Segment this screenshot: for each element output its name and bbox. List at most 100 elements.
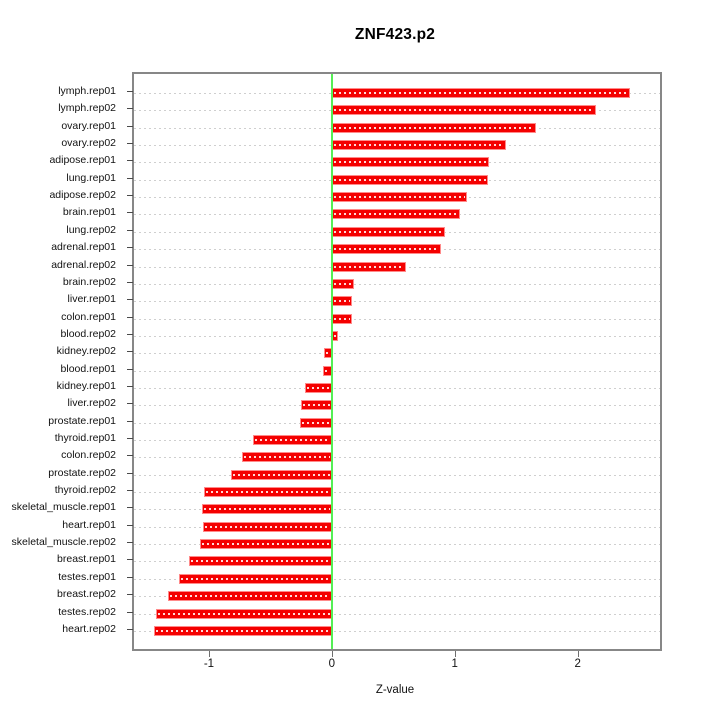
bar <box>331 296 352 307</box>
bar-inner-dash-line <box>170 595 330 598</box>
bar-inner-dash-line <box>333 248 440 251</box>
y-tick <box>127 108 133 110</box>
bar-inner-dash-line <box>233 473 330 476</box>
bar <box>331 88 631 98</box>
chart-title: ZNF423.p2 <box>354 26 436 43</box>
y-tick <box>127 628 133 630</box>
gridline <box>134 578 660 580</box>
gridline <box>134 422 660 424</box>
bar <box>231 469 332 480</box>
bar-inner-dash-line <box>333 282 352 285</box>
bar <box>331 105 597 116</box>
y-tick <box>127 316 133 318</box>
bar <box>156 608 332 619</box>
y-tick <box>127 507 133 509</box>
gridline <box>134 405 660 407</box>
y-tick <box>127 594 133 596</box>
y-axis-label: testes.rep01 <box>58 570 116 583</box>
bar <box>331 261 406 272</box>
bar-inner-dash-line <box>333 109 595 112</box>
gridline <box>134 335 660 337</box>
y-tick <box>127 264 133 266</box>
gridline <box>134 353 660 355</box>
x-tick-label: 1 <box>451 658 458 670</box>
bar <box>331 174 488 185</box>
bar-inner-dash-line <box>333 196 466 199</box>
y-axis-label: adipose.rep01 <box>49 154 116 167</box>
bar <box>301 400 332 411</box>
y-tick <box>127 212 133 214</box>
y-tick <box>127 472 133 474</box>
x-tick <box>577 651 579 657</box>
x-tick-label: -1 <box>203 658 215 670</box>
y-axis-label: kidney.rep01 <box>56 379 116 392</box>
y-axis-label: ovary.rep02 <box>61 137 116 150</box>
y-axis-label: prostate.rep01 <box>48 414 116 427</box>
y-tick <box>127 438 133 439</box>
y-axis-label: blood.rep02 <box>60 327 116 340</box>
gridline <box>134 544 660 546</box>
x-tick-label: 0 <box>328 658 336 670</box>
y-axis-label: heart.rep02 <box>62 622 116 635</box>
y-axis-label: brain.rep02 <box>62 275 116 288</box>
y-axis-label: thyroid.rep02 <box>54 484 116 497</box>
bar-inner-dash-line <box>333 300 350 303</box>
bar <box>331 122 536 133</box>
y-tick <box>127 368 133 370</box>
y-axis-label: brain.rep01 <box>62 206 116 219</box>
y-tick <box>127 559 133 561</box>
zero-line <box>330 74 333 649</box>
y-axis-label: colon.rep02 <box>61 449 116 462</box>
y-axis-label: heart.rep01 <box>62 518 116 531</box>
gridline <box>134 561 660 563</box>
y-tick <box>127 420 133 422</box>
gridline <box>134 474 660 476</box>
bar <box>299 417 332 428</box>
bar-inner-dash-line <box>306 386 330 389</box>
y-axis-label: skeletal_muscle.rep01 <box>11 501 116 514</box>
y-tick <box>127 455 133 457</box>
bar-inner-dash-line <box>333 144 505 147</box>
bar-inner-dash-line <box>333 178 486 181</box>
bar-inner-dash-line <box>303 404 330 407</box>
gridline <box>134 596 660 598</box>
y-tick <box>127 333 133 335</box>
bar <box>304 382 332 393</box>
y-axis-label: liver.rep01 <box>67 293 116 306</box>
gridline <box>134 492 660 494</box>
y-tick <box>127 385 133 387</box>
y-tick <box>127 576 133 578</box>
gridline <box>134 526 660 528</box>
bar <box>179 573 332 584</box>
y-axis-label: blood.rep01 <box>60 362 116 375</box>
y-axis-label: adrenal.rep02 <box>51 258 116 271</box>
y-tick <box>127 160 133 162</box>
y-axis-label: skeletal_muscle.rep02 <box>11 536 116 549</box>
gridline <box>134 283 660 285</box>
bar <box>201 504 332 515</box>
x-tick <box>331 651 333 657</box>
bar-inner-dash-line <box>325 369 330 372</box>
y-tick <box>127 143 133 145</box>
y-tick <box>127 403 133 405</box>
bar-inner-dash-line <box>333 265 404 268</box>
gridline <box>134 440 660 441</box>
plot-area <box>132 72 662 651</box>
bar <box>202 521 332 532</box>
bar-inner-dash-line <box>206 491 330 494</box>
y-axis-label: breast.rep01 <box>57 553 116 566</box>
y-tick <box>127 490 133 492</box>
bar-inner-dash-line <box>203 508 330 511</box>
y-tick <box>127 177 133 179</box>
y-tick <box>127 229 133 231</box>
y-tick <box>127 351 133 353</box>
bar-inner-dash-line <box>181 577 330 580</box>
bar-inner-dash-line <box>326 352 330 355</box>
x-tick <box>454 651 456 657</box>
y-axis-label: prostate.rep02 <box>48 466 116 479</box>
y-tick <box>127 542 133 544</box>
y-axis-label: testes.rep02 <box>58 605 116 618</box>
bar-inner-dash-line <box>333 317 350 320</box>
bar <box>331 244 442 255</box>
